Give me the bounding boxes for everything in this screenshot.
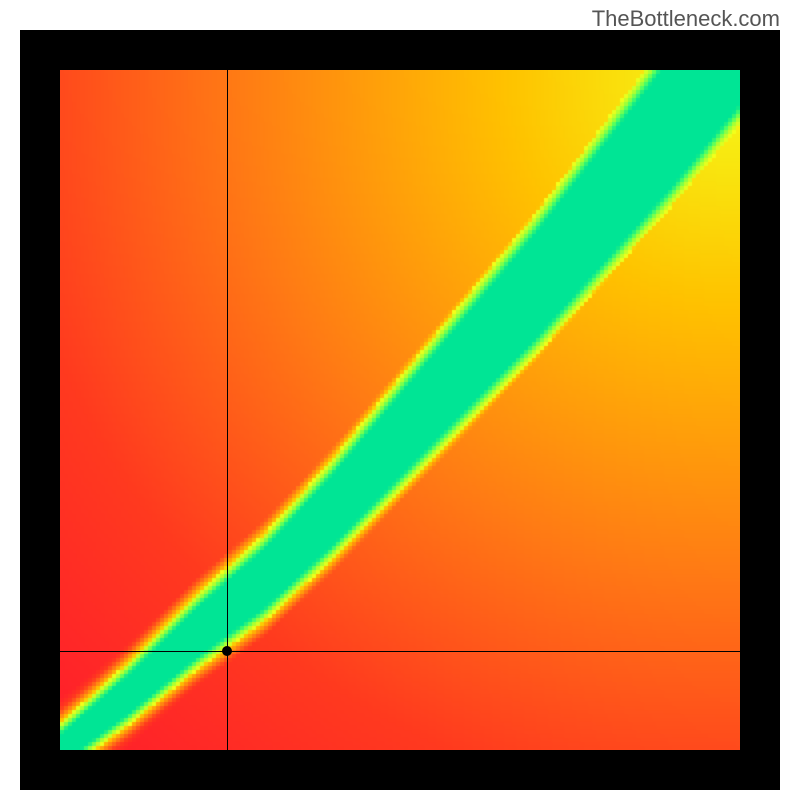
crosshair-horizontal xyxy=(60,651,740,652)
watermark-text: TheBottleneck.com xyxy=(592,6,780,32)
crosshair-dot xyxy=(222,646,232,656)
bottleneck-heatmap xyxy=(60,70,740,750)
